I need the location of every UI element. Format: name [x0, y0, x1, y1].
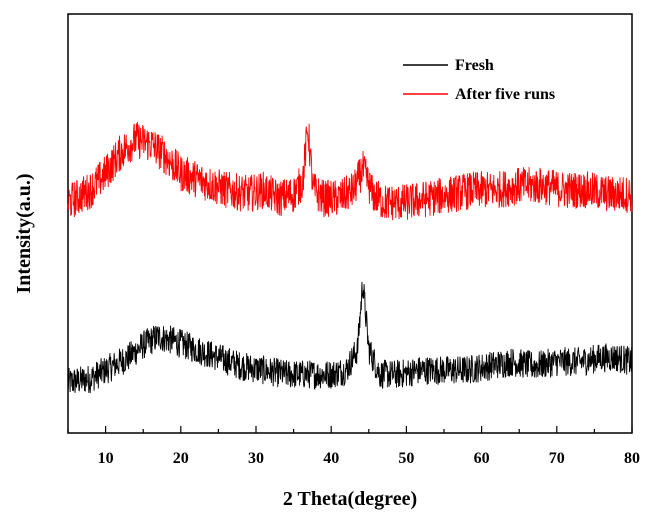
x-axis: 10 20 30 40 50 60 70 80	[68, 426, 640, 467]
x-tick-label: 70	[549, 450, 565, 467]
legend-label-fresh: Fresh	[455, 57, 494, 74]
x-tick-label: 10	[98, 450, 114, 467]
x-tick-label: 80	[624, 450, 640, 467]
x-axis-title: 2 Theta(degree)	[283, 488, 417, 510]
x-tick-label: 60	[474, 450, 490, 467]
series-line-after-five-runs	[68, 122, 632, 220]
x-tick-label: 30	[248, 450, 264, 467]
series-layer	[68, 122, 632, 393]
x-tick-label: 40	[323, 450, 339, 467]
series-line-fresh	[68, 282, 632, 393]
y-axis-title: Intensity(a.u.)	[13, 173, 35, 293]
x-tick-label: 20	[173, 450, 189, 467]
x-tick-label: 50	[398, 450, 414, 467]
legend: Fresh After five runs	[403, 57, 555, 103]
legend-label-after-five-runs: After five runs	[455, 86, 555, 103]
